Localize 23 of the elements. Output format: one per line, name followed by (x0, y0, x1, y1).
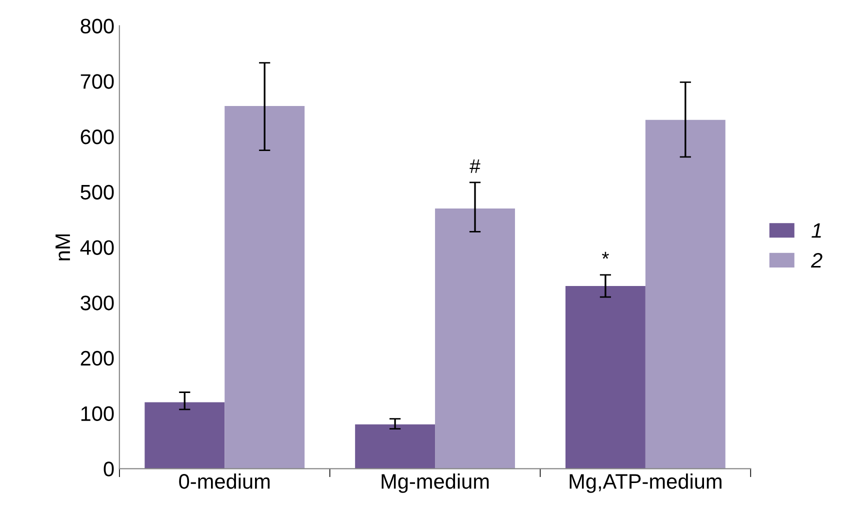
y-tick-label: 100 (81, 406, 114, 422)
y-tick-label: 300 (80, 296, 114, 310)
annotation: * (602, 252, 609, 259)
bar (645, 120, 726, 469)
y-tick-label: 500 (80, 184, 114, 200)
y-axis-title: nM (56, 234, 70, 260)
y-tick-label: 800 (80, 18, 114, 34)
bar (435, 208, 515, 469)
x-tick-label: Mg,ATP-medium (570, 474, 722, 493)
bar (224, 106, 305, 469)
legend-label: 2 (810, 252, 822, 268)
bar (144, 402, 225, 469)
bar (565, 286, 646, 469)
y-tick-label: 0 (104, 462, 114, 476)
annotation: # (470, 160, 480, 173)
y-tick-label: 400 (80, 240, 114, 255)
legend-label: 1 (812, 223, 821, 238)
x-tick-label: Mg-medium (382, 474, 489, 493)
y-tick-label: 700 (80, 74, 114, 89)
y-tick-label: 200 (80, 350, 114, 366)
bar (355, 424, 436, 469)
x-tick-label: 0-medium (179, 474, 270, 489)
y-tick-label: 600 (80, 129, 114, 144)
